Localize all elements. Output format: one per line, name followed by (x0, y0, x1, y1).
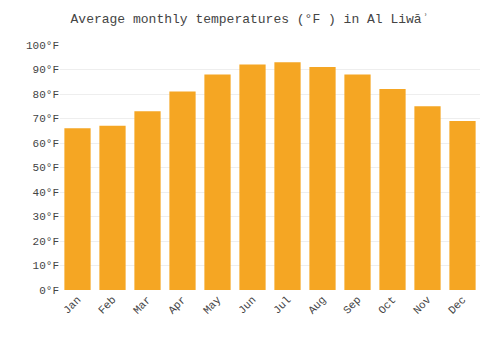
svg-text:Feb: Feb (96, 294, 118, 316)
svg-text:30°F: 30°F (33, 211, 59, 223)
svg-text:60°F: 60°F (33, 138, 59, 150)
svg-text:10°F: 10°F (33, 260, 59, 272)
svg-text:Apr: Apr (166, 294, 188, 316)
svg-text:Nov: Nov (411, 294, 434, 317)
svg-text:90°F: 90°F (33, 64, 59, 76)
svg-text:Mar: Mar (131, 294, 153, 316)
svg-text:100°F: 100°F (26, 40, 59, 52)
svg-text:Aug: Aug (306, 294, 328, 316)
svg-text:Oct: Oct (376, 294, 398, 316)
svg-text:0°F: 0°F (39, 285, 59, 297)
svg-text:80°F: 80°F (33, 89, 59, 101)
svg-text:Jul: Jul (271, 294, 293, 316)
svg-text:20°F: 20°F (33, 236, 59, 248)
svg-text:May: May (201, 294, 224, 317)
svg-text:Sep: Sep (341, 294, 363, 316)
svg-text:Jan: Jan (61, 294, 83, 316)
svg-text:70°F: 70°F (33, 113, 59, 125)
svg-text:40°F: 40°F (33, 187, 59, 199)
svg-text:Jun: Jun (236, 294, 258, 316)
svg-text:Dec: Dec (446, 294, 468, 316)
svg-text:50°F: 50°F (33, 162, 59, 174)
svg-text:Average monthly temperatures (: Average monthly temperatures (°F ) in Al… (71, 12, 430, 27)
